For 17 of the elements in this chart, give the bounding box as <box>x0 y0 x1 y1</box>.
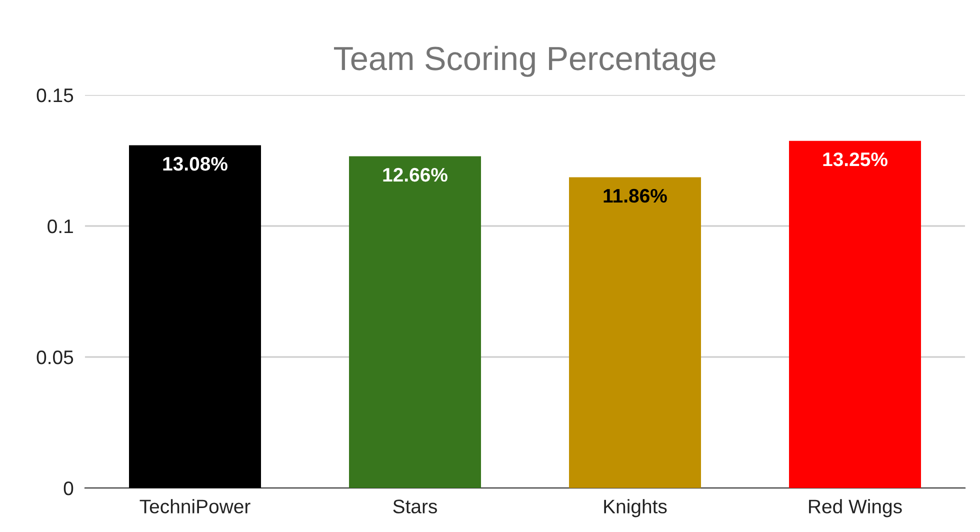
y-tick-label: 0.1 <box>48 219 73 234</box>
data-label: 13.08% <box>163 156 228 171</box>
data-label: 12.66% <box>383 168 448 182</box>
bar <box>349 156 481 488</box>
data-label: 11.86% <box>604 188 667 203</box>
y-tick-label: 0 <box>64 481 74 496</box>
bar <box>569 177 701 488</box>
y-tick-label: 0.05 <box>36 350 74 364</box>
x-tick-label: Red Wings <box>809 499 902 518</box>
bar <box>789 140 921 488</box>
x-tick-label: Knights <box>604 499 667 518</box>
data-label: 13.25% <box>823 152 888 166</box>
bar <box>129 145 261 488</box>
chart-title: Team Scoring Percentage <box>334 46 716 77</box>
y-tick-label: 0.15 <box>36 88 74 102</box>
x-tick-label: TechniPower <box>140 499 250 514</box>
x-tick-label: Stars <box>393 500 437 514</box>
